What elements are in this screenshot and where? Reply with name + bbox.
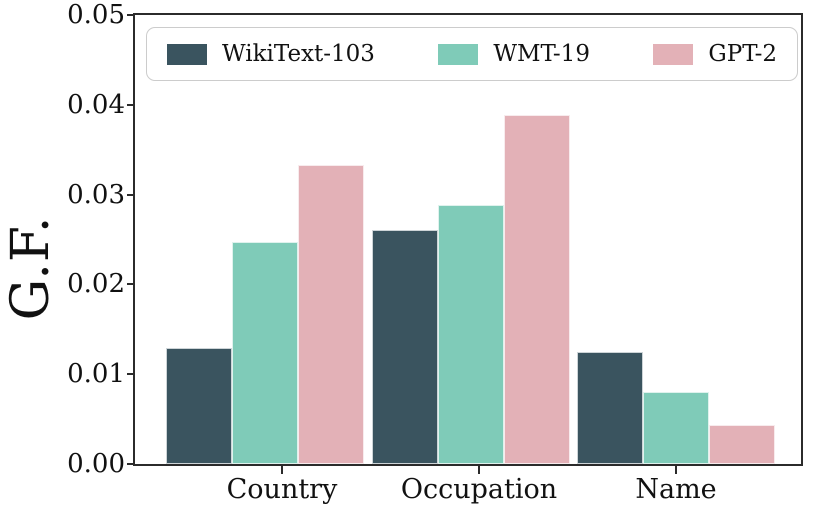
y-tick-mark (127, 373, 135, 376)
y-tick-mark (127, 14, 135, 16)
bar-wikitext-103-name (577, 351, 643, 464)
bar-wikitext-103-occupation (371, 229, 438, 464)
bar-gpt-2-occupation (503, 114, 570, 464)
y-tick-label: 0.04 (67, 89, 125, 120)
x-tick-mark (281, 466, 283, 474)
y-tick-label: 0.02 (67, 269, 125, 300)
legend-label-gpt-2: GPT-2 (708, 41, 777, 67)
x-tick-label-name: Name (635, 474, 717, 505)
y-tick-mark (127, 283, 135, 286)
legend-swatch-wmt-19 (438, 43, 479, 65)
y-tick-label: 0.03 (67, 179, 125, 210)
bar-gpt-2-name (709, 425, 775, 464)
y-tick-label: 0.05 (67, 0, 125, 30)
x-tick-mark (478, 466, 480, 474)
legend-label-wmt-19: WMT-19 (493, 41, 590, 67)
x-tick-label-occupation: Occupation (400, 474, 558, 505)
x-tick-label-country: Country (226, 474, 338, 505)
legend-label-wikitext-103: WikiText-103 (222, 41, 375, 67)
legend-swatch-wikitext-103 (167, 43, 207, 65)
legend-item-wmt-19: WMT-19 (438, 41, 590, 67)
bar-wmt-19-name (643, 392, 709, 464)
bar-wmt-19-occupation (437, 205, 504, 464)
y-tick-label: 0.01 (67, 359, 125, 390)
legend-swatch-gpt-2 (653, 43, 694, 65)
y-axis-label: G.F. (1, 215, 61, 321)
y-tick-label: 0.00 (67, 449, 125, 479)
x-tick-mark (675, 466, 677, 474)
legend-item-gpt-2: GPT-2 (653, 41, 777, 67)
y-tick-mark (127, 103, 135, 106)
bar-gpt-2-country (298, 164, 364, 464)
bar-wikitext-103-country (166, 348, 232, 464)
legend-item-wikitext-103: WikiText-103 (167, 41, 375, 67)
y-tick-mark (127, 463, 135, 465)
legend: WikiText-103 WMT-19 GPT-2 (146, 27, 798, 81)
y-tick-mark (127, 193, 135, 196)
bar-wmt-19-country (232, 242, 298, 464)
